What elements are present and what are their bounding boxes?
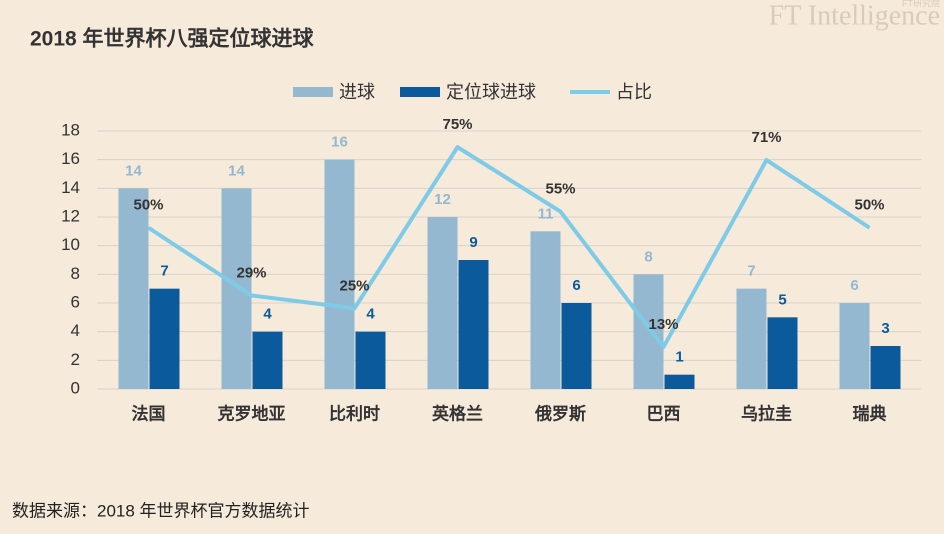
line-value-label: 25% <box>339 277 369 294</box>
bar <box>870 346 901 389</box>
bar-value-label: 1 <box>675 349 683 366</box>
y-tick-label: 12 <box>61 206 80 225</box>
bar <box>427 217 458 389</box>
bar <box>530 231 561 389</box>
brand: FT Intelligence <box>769 0 940 31</box>
line-value-label: 50% <box>133 197 163 214</box>
bar <box>458 260 489 389</box>
bar <box>561 303 592 389</box>
x-tick-label: 巴西 <box>647 404 681 423</box>
line-value-label: 71% <box>751 129 781 146</box>
bar <box>252 331 283 389</box>
y-tick-label: 2 <box>71 350 80 369</box>
bar-value-label: 9 <box>469 234 477 251</box>
x-tick-label: 比利时 <box>329 403 380 423</box>
bar-value-label: 5 <box>778 291 786 308</box>
legend-swatch <box>293 87 333 97</box>
y-tick-label: 6 <box>71 292 80 311</box>
y-tick-label: 14 <box>61 178 80 197</box>
line <box>147 145 871 350</box>
bar <box>767 317 798 389</box>
bar <box>839 303 870 389</box>
x-tick-label: 克罗地亚 <box>218 403 286 423</box>
bar-value-label: 4 <box>263 306 272 323</box>
legend-label: 定位球进球 <box>446 82 536 102</box>
legend-swatch <box>400 87 440 97</box>
bar-value-label: 3 <box>881 320 889 337</box>
bar-value-label: 7 <box>160 263 168 280</box>
bar-value-label: 14 <box>228 162 245 179</box>
x-tick-label: 法国 <box>132 403 166 423</box>
bar-value-label: 4 <box>366 306 375 323</box>
line-value-label: 75% <box>442 116 472 133</box>
line-value-label: 55% <box>545 181 575 198</box>
line-value-label: 50% <box>854 197 884 214</box>
y-tick-label: 16 <box>61 149 80 168</box>
bar-value-label: 8 <box>644 248 652 265</box>
bar <box>633 274 664 389</box>
bar-value-label: 6 <box>850 277 858 294</box>
y-tick-label: 10 <box>61 235 80 254</box>
bar-value-label: 6 <box>572 277 580 294</box>
bar <box>149 288 180 389</box>
bar <box>118 188 149 389</box>
line-value-label: 13% <box>648 316 678 333</box>
bar <box>221 188 252 389</box>
chart-title: 2018 年世界杯八强定位球进球 <box>30 27 315 51</box>
y-tick-label: 0 <box>71 378 80 397</box>
bar-value-label: 11 <box>538 205 554 222</box>
legend-label: 进球 <box>339 82 375 102</box>
bar <box>355 331 386 389</box>
bar-value-label: 12 <box>434 191 451 208</box>
bar <box>664 374 695 389</box>
y-tick-label: 8 <box>71 264 80 283</box>
x-tick-label: 瑞典 <box>853 403 887 423</box>
bar-value-label: 7 <box>747 263 755 280</box>
y-tick-label: 4 <box>71 321 80 340</box>
line-value-label: 29% <box>236 264 266 281</box>
bar-value-label: 16 <box>331 134 348 151</box>
bar-value-label: 14 <box>125 162 142 179</box>
y-tick-label: 18 <box>61 120 80 139</box>
bar <box>736 288 767 389</box>
x-tick-label: 俄罗斯 <box>534 403 586 423</box>
legend-label: 占比 <box>616 82 652 102</box>
bar <box>324 159 355 389</box>
source: 数据来源：2018 年世界杯官方数据统计 <box>12 501 310 520</box>
x-tick-label: 乌拉圭 <box>741 403 792 423</box>
brand-sub: FT研究院 <box>902 0 940 8</box>
x-tick-label: 英格兰 <box>432 403 483 423</box>
